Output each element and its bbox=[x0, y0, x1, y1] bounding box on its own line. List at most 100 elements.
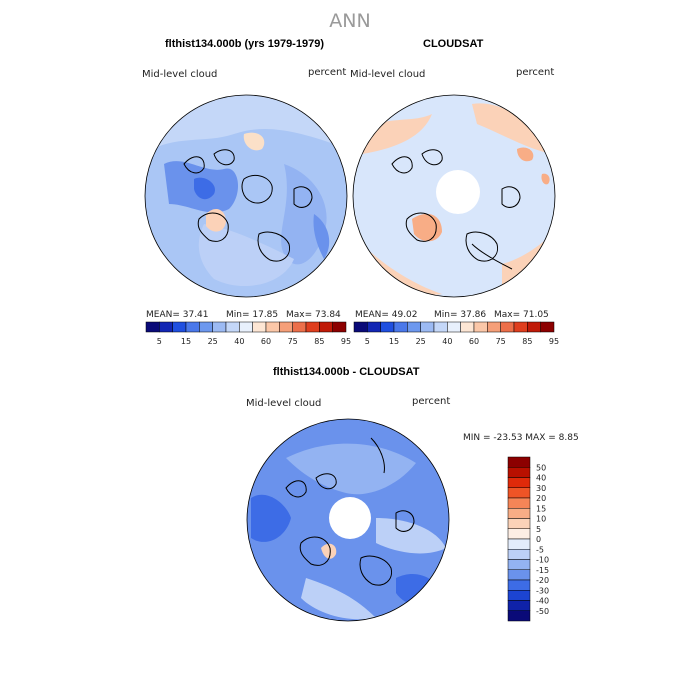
colorbar-3-swatch-1 bbox=[507, 467, 531, 478]
map-2-region-patch bbox=[517, 147, 534, 162]
map-1-region-europe-core bbox=[194, 177, 215, 200]
colorbar-1-tick-label: 85 bbox=[314, 337, 324, 346]
panel-3-minmax: MIN = -23.53 MAX = 8.85 bbox=[463, 433, 579, 443]
colorbar-1-tick-label: 25 bbox=[208, 337, 218, 346]
panel-2-min: Min= 37.86 bbox=[434, 310, 487, 320]
map-1-region-arctic-patch bbox=[243, 132, 265, 151]
map-3-region-pacific bbox=[396, 573, 441, 605]
colorbar-1-swatch-6 bbox=[225, 321, 240, 333]
colorbar-3-swatch-15 bbox=[507, 610, 531, 622]
colorbar-2-swatch-1 bbox=[367, 321, 381, 333]
colorbar-2-swatch-10 bbox=[487, 321, 501, 333]
panel-2-polar-map bbox=[352, 94, 556, 298]
map-1-boundary bbox=[144, 94, 348, 298]
map-3-boundary bbox=[246, 418, 450, 622]
colorbar-2-swatch-5 bbox=[420, 321, 435, 333]
colorbar-3-swatch-10 bbox=[507, 559, 531, 570]
colorbar-2-tick-label: 60 bbox=[469, 337, 479, 346]
colorbar-3-tick-label: 10 bbox=[536, 515, 546, 524]
panel-2-colorbar: 5 15 25 40 60 75 85 95 bbox=[353, 321, 559, 346]
colorbar-3-tick-label: -10 bbox=[536, 556, 549, 565]
panel-1-variable-label: Mid-level cloud bbox=[142, 69, 218, 80]
colorbar-1-swatch-1 bbox=[159, 321, 173, 333]
colorbar-2-swatch-13 bbox=[527, 321, 541, 333]
panel-2-units-label: percent bbox=[516, 67, 555, 78]
colorbar-2-swatch-4 bbox=[407, 321, 421, 333]
colorbar-2-tick-label: 15 bbox=[389, 337, 399, 346]
main-title: ANN bbox=[329, 10, 371, 32]
map-3-region-america bbox=[301, 578, 376, 620]
map-2-region-north-pacific bbox=[472, 103, 552, 154]
colorbar-2-swatch-9 bbox=[473, 321, 488, 333]
colorbar-3-swatch-6 bbox=[507, 518, 531, 529]
colorbar-1-tick-label: 5 bbox=[157, 337, 162, 346]
colorbar-3-swatch-4 bbox=[507, 497, 531, 509]
colorbar-2-swatch-0 bbox=[353, 321, 368, 333]
colorbar-2-swatch-2 bbox=[380, 321, 395, 333]
panel-1-units-label: percent bbox=[308, 67, 347, 78]
map-2-coastlines bbox=[391, 149, 521, 270]
colorbar-1-swatch-14 bbox=[332, 321, 347, 333]
colorbar-3-tick-label: -5 bbox=[536, 545, 544, 554]
colorbar-1-swatch-13 bbox=[319, 321, 333, 333]
colorbar-3-tick-label: 30 bbox=[536, 484, 546, 493]
panel-2-max: Max= 71.05 bbox=[494, 310, 549, 320]
panel-1-mean: MEAN= 37.41 bbox=[146, 310, 209, 320]
colorbar-3-tick-label: -40 bbox=[536, 597, 549, 606]
colorbar-3-tick-label: -50 bbox=[536, 607, 549, 616]
map-3-region-arctic bbox=[286, 443, 416, 495]
colorbar-3-swatch-9 bbox=[507, 549, 531, 560]
panel-1-polar-map bbox=[144, 94, 348, 298]
map-2-region-atlantic bbox=[357, 114, 432, 154]
map-2-boundary bbox=[352, 94, 556, 298]
colorbar-3-tick-label: -20 bbox=[536, 576, 549, 585]
colorbar-3-tick-label: 40 bbox=[536, 474, 546, 483]
colorbar-3-tick-label: 0 bbox=[536, 535, 541, 544]
colorbar-3-swatch-0 bbox=[507, 456, 531, 468]
panel-3-units-label: percent bbox=[412, 396, 451, 407]
colorbar-2-tick-label: 75 bbox=[496, 337, 506, 346]
colorbar-1-swatch-5 bbox=[212, 321, 227, 333]
panel-3-title: flthist134.000b - CLOUDSAT bbox=[273, 366, 420, 378]
colorbar-3-swatch-5 bbox=[507, 508, 531, 519]
colorbar-2-swatch-7 bbox=[447, 321, 461, 333]
map-3-region-atlantic bbox=[251, 494, 291, 542]
colorbar-1-swatch-2 bbox=[172, 321, 187, 333]
panel-2-variable-label: Mid-level cloud bbox=[350, 69, 426, 80]
panel-1-min: Min= 17.85 bbox=[226, 310, 279, 320]
colorbar-1-tick-label: 15 bbox=[181, 337, 191, 346]
colorbar-2-tick-label: 5 bbox=[365, 337, 370, 346]
colorbar-2-swatch-11 bbox=[500, 321, 515, 333]
colorbar-1-swatch-12 bbox=[305, 321, 320, 333]
colorbar-1-swatch-8 bbox=[252, 321, 267, 333]
map-1-region-greenland bbox=[206, 208, 226, 232]
colorbar-3-swatch-2 bbox=[507, 477, 531, 488]
colorbar-2-tick-label: 85 bbox=[522, 337, 532, 346]
panel-1-title: flthist134.000b (yrs 1979-1979) bbox=[165, 38, 324, 50]
colorbar-1-tick-label: 75 bbox=[288, 337, 298, 346]
panel-1-colorbar: 5 15 25 40 60 75 85 95 bbox=[145, 321, 351, 346]
colorbar-3-swatch-11 bbox=[507, 569, 531, 581]
map-2-region-patch-east bbox=[541, 173, 550, 185]
colorbar-2-swatch-3 bbox=[393, 321, 408, 333]
panel-2-title: CLOUDSAT bbox=[423, 38, 484, 50]
colorbar-1-tick-label: 60 bbox=[261, 337, 271, 346]
map-2-region-pacific bbox=[502, 234, 552, 289]
colorbar-1-tick-label: 95 bbox=[341, 337, 351, 346]
colorbar-1-swatch-10 bbox=[279, 321, 293, 333]
colorbar-2-tick-label: 40 bbox=[442, 337, 452, 346]
colorbar-3-swatch-12 bbox=[507, 579, 531, 591]
panel-2-mean: MEAN= 49.02 bbox=[355, 310, 418, 320]
colorbar-2-tick-label: 25 bbox=[416, 337, 426, 346]
colorbar-1-tick-label: 40 bbox=[234, 337, 244, 346]
colorbar-1-swatch-9 bbox=[265, 321, 280, 333]
colorbar-1-swatch-0 bbox=[145, 321, 160, 333]
colorbar-3-tick-label: 20 bbox=[536, 494, 546, 503]
colorbar-2-swatch-14 bbox=[540, 321, 555, 333]
panel-3-variable-label: Mid-level cloud bbox=[246, 398, 322, 409]
colorbar-3-swatch-3 bbox=[507, 487, 531, 499]
map-2-pole-hole bbox=[436, 170, 480, 214]
colorbar-3-tick-label: 15 bbox=[536, 504, 546, 513]
colorbar-2-swatch-6 bbox=[433, 321, 448, 333]
